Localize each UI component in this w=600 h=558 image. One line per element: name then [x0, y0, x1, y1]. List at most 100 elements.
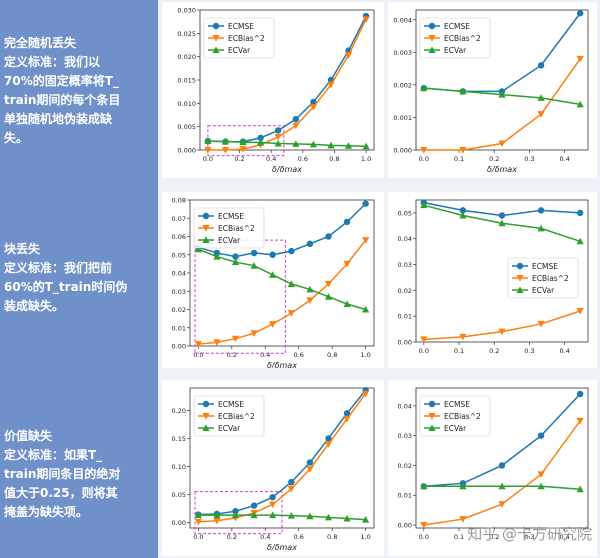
axes-frame [189, 387, 375, 529]
legend-label: ECBias^2 [218, 224, 255, 233]
point-ecvar [362, 142, 370, 150]
point-ecvar [231, 511, 240, 519]
x-tick-label: 0.4 [260, 533, 270, 541]
point-ecvar [343, 300, 351, 308]
point-ecmse [498, 212, 506, 219]
y-tick-label: 0.003 [393, 49, 412, 57]
y-tick-label: 0.05 [172, 491, 186, 499]
series-line-ecmse [198, 389, 367, 516]
point-ecmse [576, 390, 584, 398]
row-1-description: 完全随机丢失 定义标准：我们以 70%的固定概率将T_ train期间的每个条目… [4, 36, 121, 145]
point-ecvar [420, 201, 428, 209]
point-ecbias-sq [204, 147, 212, 154]
point-ecvar [269, 271, 277, 278]
legend-label: ECBias^2 [228, 34, 265, 43]
x-tick-label: 0.6 [298, 155, 308, 163]
y-tick-label: 0.02 [398, 462, 412, 470]
y-tick-label: 0.00 [172, 343, 186, 351]
point-ecbias-sq [344, 52, 353, 59]
point-ecvar [194, 511, 202, 519]
legend-marker [202, 413, 210, 420]
chart-row1-left: 0.000 0.005 0.010 0.015 0.020 0.025 0.030 0.0 0.… [162, 2, 384, 178]
point-ecvar [309, 140, 318, 148]
point-ecbias-sq [287, 310, 295, 317]
point-ecbias-sq [362, 237, 370, 244]
point-ecmse [257, 134, 264, 142]
legend-marker [428, 22, 436, 30]
sidebar-panel: 完全随机丢失 定义标准：我们以 70%的固定概率将T_ train期间的每个条目… [0, 0, 158, 558]
point-ecbias-sq [327, 81, 335, 89]
x-tick-label: 0.8 [329, 155, 339, 163]
chart-svg-5: 0.00 0.05 0.10 0.15 0.20 0.0 0.2 0.4 0.6 0.8 1.0 δ/… [172, 387, 375, 552]
point-ecvar [498, 91, 506, 98]
point-ecbias-sq [498, 328, 506, 336]
series-line-ecmse [198, 203, 367, 258]
y-tick-label: 0.04 [172, 270, 186, 278]
axes-frame [415, 9, 589, 151]
chart-svg-3: 0.00 0.01 0.02 0.03 0.04 0.05 0.06 0.07 0.08 0.0 0… [172, 197, 375, 368]
point-ecvar [204, 137, 212, 145]
point-ecvar [344, 142, 353, 149]
x-tick-label: 0.0 [193, 351, 203, 359]
point-ecbias-sq [231, 335, 240, 343]
chart-svg-2: 0.000 0.001 0.002 0.003 0.004 0.0 0.1 0.2 0.3 0.4… [393, 9, 589, 174]
point-ecbias-sq [537, 320, 545, 328]
point-ecmse [288, 247, 295, 255]
point-ecvar [537, 224, 545, 232]
legend-marker [516, 262, 524, 270]
legend-label: ECMSE [218, 400, 244, 409]
y-tick-label: 0.01 [398, 492, 412, 500]
point-ecmse [459, 207, 467, 214]
legend-label: ECVar [218, 236, 241, 245]
x-tick-label: 0.0 [193, 533, 203, 541]
y-tick-label: 0.020 [177, 53, 196, 61]
legend-marker [202, 400, 210, 408]
legend-label: ECVar [532, 286, 555, 295]
point-ecbias-sq [274, 133, 282, 141]
point-ecmse [213, 249, 221, 257]
legend-marker [428, 46, 436, 53]
point-ecmse [306, 240, 314, 247]
point-ecvar [362, 305, 370, 313]
y-tick-label: 0.02 [398, 287, 412, 295]
x-tick-label: 0.6 [294, 533, 304, 541]
x-tick-label: 0.0 [419, 533, 429, 541]
point-ecbias-sq [343, 415, 351, 423]
point-ecvar [498, 219, 506, 227]
chart-svg-6: 0.00 0.01 0.02 0.03 0.04 0.0 0.1 0.2 0.3 0.4 ECMSE… [398, 387, 589, 541]
y-tick-label: 0.005 [177, 123, 196, 131]
point-ecbias-sq [459, 147, 467, 154]
point-ecmse [325, 233, 332, 240]
point-ecbias-sq [537, 471, 545, 478]
point-ecmse [537, 62, 545, 69]
x-tick-label: 0.3 [524, 347, 534, 355]
x-tick-label: 1.0 [361, 155, 371, 163]
point-ecvar [292, 140, 300, 147]
legend-marker [212, 35, 220, 42]
x-tick-label: 0.8 [327, 351, 337, 359]
x-tick-label: 0.3 [524, 155, 534, 163]
legend-marker [212, 22, 220, 30]
point-ecmse [537, 432, 545, 439]
x-tick-label: 0.1 [454, 347, 464, 355]
x-tick-label: 0.8 [327, 533, 337, 541]
x-tick-label: 0.4 [266, 155, 276, 163]
legend: ECMSE ECBias^2 ECVar [203, 17, 275, 59]
point-ecvar [231, 258, 240, 266]
axes-frame [415, 199, 589, 343]
point-ecvar [576, 485, 584, 493]
x-tick-label: 0.2 [489, 533, 499, 541]
legend-marker [202, 212, 210, 220]
point-ecvar [250, 262, 258, 269]
series-line-ecvar [207, 140, 367, 148]
point-ecmse [310, 98, 317, 106]
point-ecvar [287, 280, 295, 287]
legend: ECMSE ECBias^2 ECVar [419, 395, 491, 437]
chart-row2-left: 0.00 0.01 0.02 0.03 0.04 0.05 0.06 0.07 0.08 0.0 0… [162, 192, 384, 368]
point-ecbias-sq [459, 516, 467, 523]
x-tick-label: 0.2 [227, 351, 237, 359]
legend-marker [428, 400, 436, 408]
point-ecmse [232, 253, 239, 260]
legend-label: ECMSE [228, 22, 254, 31]
point-ecvar [287, 512, 295, 519]
